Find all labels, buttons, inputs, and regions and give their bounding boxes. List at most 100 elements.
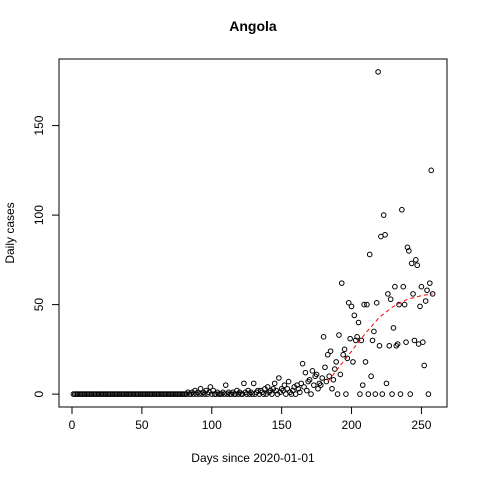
point [382, 231, 388, 238]
point [425, 391, 432, 397]
point [354, 334, 360, 340]
y-tick-label: 100 [32, 205, 46, 225]
point [343, 391, 349, 397]
point [385, 291, 391, 297]
point [301, 384, 307, 390]
point [404, 244, 411, 251]
point [355, 319, 362, 326]
x-axis-label: Days since 2020-01-01 [191, 451, 315, 465]
point [308, 391, 314, 397]
point [334, 391, 341, 397]
point [352, 337, 359, 344]
point [260, 391, 267, 397]
x-tick-label: 150 [272, 418, 292, 432]
point [407, 391, 414, 397]
point [361, 301, 367, 308]
point [333, 359, 339, 365]
point [350, 359, 356, 365]
point [396, 301, 402, 308]
point [373, 300, 380, 306]
point [324, 351, 331, 358]
point [428, 167, 435, 174]
point [285, 378, 292, 385]
point [427, 280, 433, 286]
point [290, 387, 296, 394]
point [315, 385, 321, 392]
point [400, 283, 407, 290]
point [422, 298, 429, 304]
point [358, 337, 365, 344]
point [389, 391, 395, 397]
point [397, 391, 404, 397]
chart-title: Angola [229, 18, 277, 34]
point [375, 69, 381, 75]
point [408, 260, 415, 267]
point [341, 346, 348, 353]
x-tick-label: 200 [342, 418, 362, 432]
point [327, 348, 334, 354]
point [366, 251, 373, 258]
point [197, 385, 204, 392]
y-tick-label: 0 [32, 390, 46, 397]
point [298, 380, 305, 387]
point [207, 384, 214, 390]
point [222, 382, 229, 388]
point [326, 373, 332, 380]
point [309, 368, 316, 374]
point [418, 283, 425, 290]
point [304, 387, 310, 394]
point [284, 385, 291, 392]
point [364, 301, 370, 308]
point [302, 369, 309, 376]
point [345, 300, 352, 306]
point [271, 380, 278, 387]
point [297, 389, 303, 396]
point [403, 339, 409, 345]
point [323, 378, 330, 385]
point [299, 360, 306, 367]
point [340, 351, 346, 358]
trend-line [327, 293, 433, 382]
point [329, 385, 335, 392]
point [369, 337, 376, 344]
point [264, 384, 271, 390]
point [276, 375, 282, 381]
point [413, 257, 419, 263]
point [347, 335, 353, 342]
point [336, 332, 342, 338]
point [320, 334, 327, 340]
point [365, 391, 372, 397]
point [386, 342, 393, 349]
point [322, 364, 328, 371]
y-tick-label: 150 [32, 115, 46, 135]
point [414, 262, 421, 269]
point [372, 391, 379, 397]
x-tick-label: 50 [135, 418, 149, 432]
point [357, 391, 363, 397]
point [269, 391, 275, 397]
point [421, 362, 428, 369]
point [417, 303, 423, 310]
x-tick-label: 100 [202, 418, 222, 432]
x-tick-label: 250 [411, 418, 431, 432]
point [331, 366, 338, 372]
point [392, 283, 398, 290]
point [295, 385, 302, 392]
point [380, 212, 387, 218]
point [281, 382, 288, 388]
point [429, 291, 436, 297]
plot-frame [58, 58, 448, 408]
point [371, 328, 377, 335]
point [306, 376, 313, 383]
point [250, 380, 257, 387]
y-axis-label: Daily cases [3, 202, 17, 263]
y-tick-label: 50 [32, 298, 46, 312]
point [310, 382, 317, 388]
point [362, 359, 369, 365]
point [317, 382, 324, 388]
point [394, 341, 401, 347]
point [348, 303, 355, 310]
point [399, 206, 405, 213]
x-tick-label: 0 [69, 418, 76, 432]
